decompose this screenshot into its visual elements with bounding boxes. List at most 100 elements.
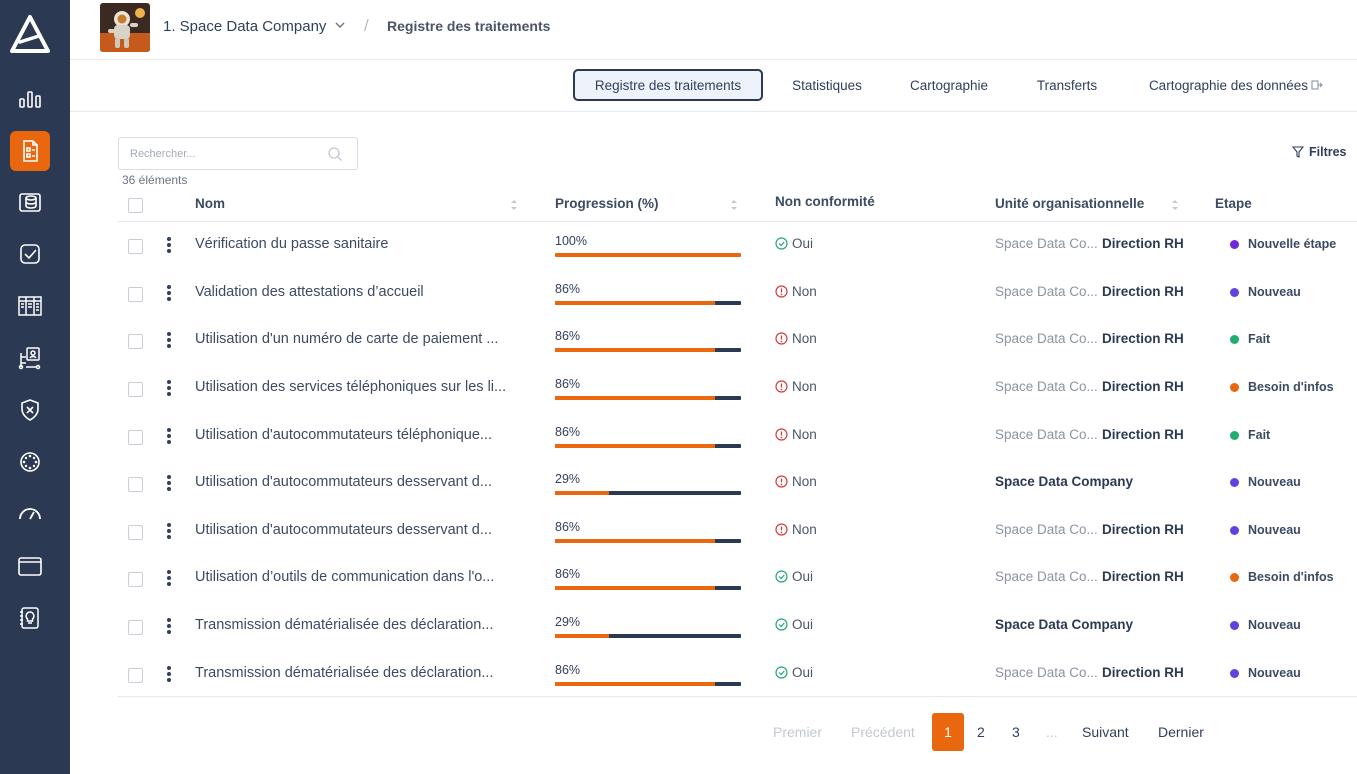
sidebar-item-register[interactable] [10,131,50,171]
filters-button[interactable]: Filtres [1292,145,1347,159]
row-name[interactable]: Transmission dématérialisée des déclarat… [195,665,494,681]
alert-circle-icon [775,380,788,393]
pagination-previous[interactable]: Précédent [851,724,915,740]
search-icon[interactable] [327,146,343,162]
progress-value: 86% [555,425,581,439]
tab-registre[interactable]: Registre des traitements [573,69,763,101]
table-row[interactable]: Utilisation d'un numéro de carte de paie… [118,317,1357,365]
sort-icon[interactable] [510,199,518,211]
row-checkbox[interactable] [128,668,143,683]
table-row[interactable]: Transmission dématérialisée des déclarat… [118,603,1357,651]
alert-circle-icon [775,428,788,441]
progress-value: 29% [555,472,581,486]
tab-cartographie[interactable]: Cartographie [909,77,989,93]
row-name[interactable]: Transmission dématérialisée des déclarat… [195,617,494,633]
search-input[interactable] [119,138,319,169]
table-row[interactable]: Utilisation d'autocommutateurs desservan… [118,460,1357,508]
sidebar-item-risk[interactable] [10,494,50,534]
row-menu-icon[interactable] [165,523,173,543]
tab-cartographie-donnees[interactable]: Cartographie des données [1136,69,1336,101]
select-all-checkbox[interactable] [128,198,143,213]
company-logo[interactable] [100,3,150,52]
pagination-next[interactable]: Suivant [1082,724,1129,740]
sidebar-item-compliance[interactable] [10,234,50,274]
row-menu-icon[interactable] [165,428,173,448]
sidebar-item-security[interactable] [10,390,50,430]
row-menu-icon[interactable] [165,475,173,495]
sidebar-item-dashboard[interactable] [10,79,50,119]
unit-parent: Space Data Co... [995,569,1098,584]
row-name[interactable]: Utilisation d'autocommutateurs téléphoni… [195,427,492,443]
sidebar-item-flows[interactable] [10,338,50,378]
table-row[interactable]: Utilisation d’outils de communication da… [118,555,1357,603]
table-row[interactable]: Validation des attestations d’accueil 86%… [118,270,1357,318]
table-row[interactable]: Transmission dématérialisée des déclarat… [118,651,1357,699]
row-checkbox[interactable] [128,430,143,445]
unit-name[interactable]: Direction RH [1102,379,1184,394]
column-header-name[interactable]: Nom [195,196,225,211]
row-checkbox[interactable] [128,477,143,492]
logo-icon[interactable] [9,14,51,56]
unit-name[interactable]: Space Data Company [995,474,1134,489]
nonconformity-label: Non [792,522,817,537]
sidebar-item-data[interactable] [10,182,50,222]
row-checkbox[interactable] [128,287,143,302]
row-checkbox[interactable] [128,382,143,397]
search-box [118,137,358,170]
row-checkbox[interactable] [128,620,143,635]
row-name[interactable]: Utilisation d'un numéro de carte de paie… [195,331,499,347]
nonconformity-status: Oui [775,236,813,251]
sidebar-item-governance[interactable] [10,442,50,482]
unit-name[interactable]: Direction RH [1102,665,1184,680]
row-menu-icon[interactable] [165,237,173,257]
unit-name[interactable]: Direction RH [1102,284,1184,299]
row-name[interactable]: Validation des attestations d’accueil [195,284,424,300]
row-checkbox[interactable] [128,525,143,540]
pagination-page-3[interactable]: 3 [1012,724,1020,740]
row-name[interactable]: Utilisation des services téléphoniques s… [195,379,507,395]
table-row[interactable]: Utilisation d'autocommutateurs téléphoni… [118,413,1357,461]
unit-name[interactable]: Direction RH [1102,569,1184,584]
row-checkbox[interactable] [128,572,143,587]
pagination-page-2[interactable]: 2 [977,724,985,740]
sidebar-item-ideas[interactable] [10,598,50,638]
nonconformity-label: Non [792,427,817,442]
sort-icon[interactable] [1171,199,1179,211]
chart-icon [19,91,41,108]
tab-transferts[interactable]: Transferts [1036,77,1098,93]
stage-dot [1230,572,1239,582]
row-name[interactable]: Utilisation d'autocommutateurs desservan… [195,522,492,538]
row-menu-icon[interactable] [165,380,173,400]
row-name[interactable]: Vérification du passe sanitaire [195,236,389,252]
sidebar-item-documents[interactable] [10,546,50,586]
unit-name[interactable]: Direction RH [1102,236,1184,251]
column-header-progress[interactable]: Progression (%) [555,196,659,211]
unit-name[interactable]: Direction RH [1102,331,1184,346]
pagination-page-1[interactable]: 1 [932,713,964,751]
row-checkbox[interactable] [128,239,143,254]
table-row[interactable]: Utilisation d'autocommutateurs desservan… [118,508,1357,556]
row-menu-icon[interactable] [165,332,173,352]
row-menu-icon[interactable] [165,666,173,686]
table-row[interactable]: Vérification du passe sanitaire 100% Oui Sp… [118,222,1357,270]
row-name[interactable]: Utilisation d'autocommutateurs desservan… [195,474,492,490]
nonconformity-label: Oui [792,665,814,680]
tab-statistiques[interactable]: Statistiques [792,77,862,93]
unit-name[interactable]: Direction RH [1102,427,1184,442]
row-name[interactable]: Utilisation d’outils de communication da… [195,569,495,585]
pagination-last[interactable]: Dernier [1158,724,1204,740]
unit-name[interactable]: Direction RH [1102,522,1184,537]
folder-icon [18,557,42,576]
column-header-unit[interactable]: Unité organisationnelle [995,196,1145,211]
unit-name[interactable]: Space Data Company [995,617,1134,632]
sort-icon[interactable] [730,199,738,211]
nonconformity-label: Oui [792,617,814,632]
row-menu-icon[interactable] [165,285,173,305]
company-selector[interactable]: 1. Space Data Company [163,18,345,35]
row-menu-icon[interactable] [165,570,173,590]
row-menu-icon[interactable] [165,618,173,638]
row-checkbox[interactable] [128,334,143,349]
pagination-first[interactable]: Premier [773,724,823,740]
table-row[interactable]: Utilisation des services téléphoniques s… [118,365,1357,413]
sidebar-item-catalog[interactable] [10,286,50,326]
